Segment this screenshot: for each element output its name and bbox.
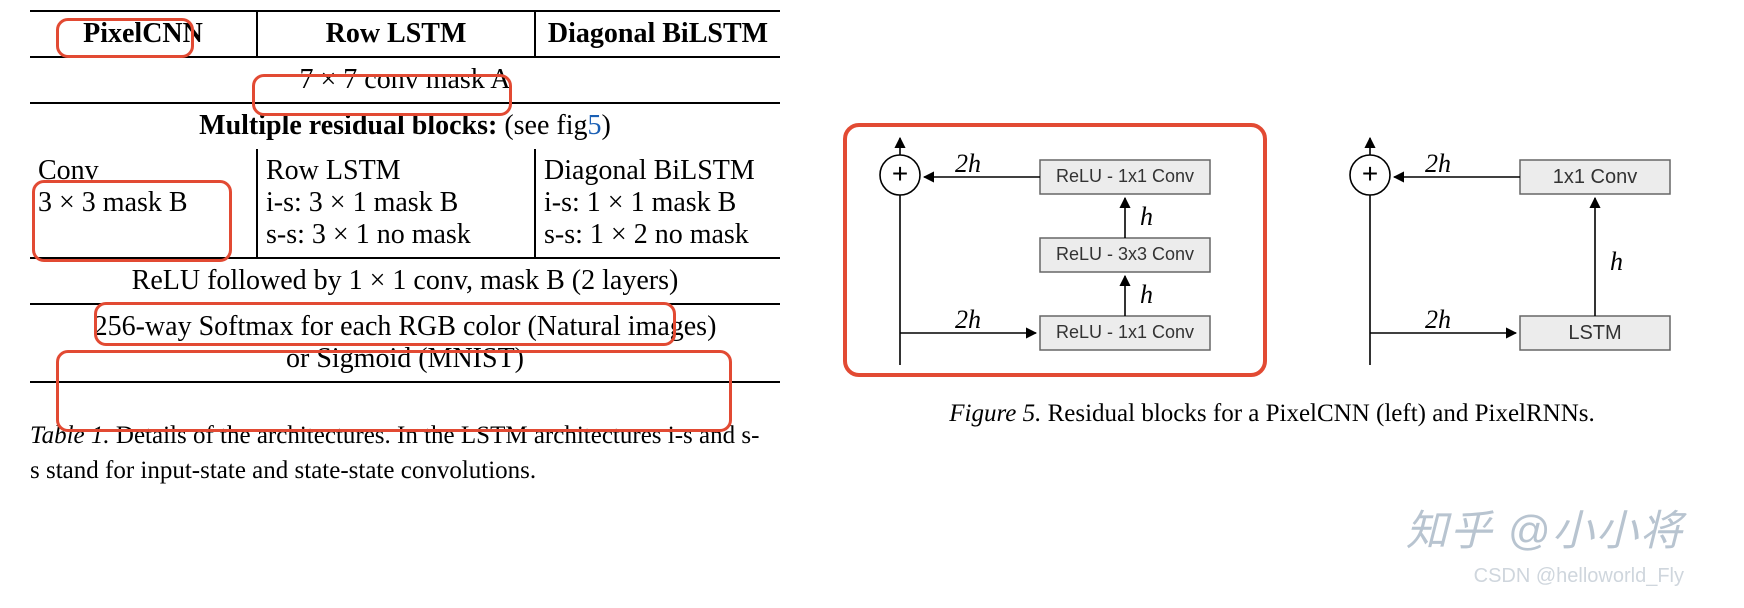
block-b-line3: s-s: 3 × 1 no mask — [266, 219, 526, 251]
table-row-blocks: Conv 3 × 3 mask B Row LSTM i-s: 3 × 1 ma… — [30, 149, 780, 257]
page: PixelCNN Row LSTM Diagonal BiLSTM 7 × 7 … — [0, 0, 1744, 608]
figcap-label: Figure 5. — [949, 400, 1041, 427]
add-symbol: + — [892, 158, 908, 189]
hr — [30, 381, 780, 383]
softmax-line1: 256-way Softmax for each RGB color (Natu… — [94, 311, 717, 343]
box-lstm-label: LSTM — [1568, 322, 1621, 344]
figure-svg: + ReLU - 1x1 Conv ReLU - 3x3 Conv ReLU -… — [840, 120, 1720, 380]
block-rowlstm: Row LSTM i-s: 3 × 1 mask B s-s: 3 × 1 no… — [256, 149, 534, 257]
label-2h-top-right: 2h — [1425, 149, 1451, 178]
table-caption: Table 1. Details of the architectures. I… — [30, 419, 760, 488]
caption-text: Details of the architectures. In the LST… — [30, 422, 759, 484]
block-c-line3: s-s: 1 × 2 no mask — [544, 219, 772, 251]
header-diagbilstm: Diagonal BiLSTM — [534, 12, 780, 56]
block-a-line1: Conv — [38, 155, 248, 187]
block-c-line1: Diagonal BiLSTM — [544, 155, 772, 187]
right-diagram: + 1x1 Conv LSTM 2h 2h h — [1350, 138, 1670, 365]
mrb-ref: (see fig — [504, 110, 587, 142]
mrb-cell: Multiple residual blocks: (see fig 5 ) — [30, 104, 780, 148]
label-2h-bot-right: 2h — [1425, 305, 1451, 334]
table-header-row: PixelCNN Row LSTM Diagonal BiLSTM — [30, 12, 780, 56]
mrb-end: ) — [602, 110, 611, 142]
block-pixelcnn: Conv 3 × 3 mask B — [30, 149, 256, 257]
box-relu-1x1-bot-label: ReLU - 1x1 Conv — [1056, 322, 1194, 342]
table-row-softmax: 256-way Softmax for each RGB color (Natu… — [30, 305, 780, 381]
architecture-table: PixelCNN Row LSTM Diagonal BiLSTM 7 × 7 … — [30, 10, 780, 383]
label-2h-bot-left: 2h — [955, 305, 981, 334]
label-h1-left: h — [1140, 202, 1153, 231]
watermark-zhihu: 知乎 @小小将 — [1406, 497, 1684, 558]
figure-caption: Figure 5. Residual blocks for a PixelCNN… — [800, 400, 1744, 428]
left-column: PixelCNN Row LSTM Diagonal BiLSTM 7 × 7 … — [0, 0, 780, 488]
table-row-mrb: Multiple residual blocks: (see fig 5 ) — [30, 104, 780, 148]
block-b-line2: i-s: 3 × 1 mask B — [266, 187, 526, 219]
box-relu-3x3-label: ReLU - 3x3 Conv — [1056, 244, 1194, 264]
header-rowlstm: Row LSTM — [256, 12, 534, 56]
figure-diagrams: + ReLU - 1x1 Conv ReLU - 3x3 Conv ReLU -… — [840, 120, 1720, 380]
block-diagbilstm: Diagonal BiLSTM i-s: 1 × 1 mask B s-s: 1… — [534, 149, 780, 257]
add-symbol: + — [1362, 158, 1378, 189]
label-h2-left: h — [1140, 280, 1153, 309]
table-row-relu: ReLU followed by 1 × 1 conv, mask B (2 l… — [30, 259, 780, 303]
relu-cell: ReLU followed by 1 × 1 conv, mask B (2 l… — [30, 259, 780, 303]
table-row-firstconv: 7 × 7 conv mask A — [30, 58, 780, 102]
header-pixelcnn: PixelCNN — [30, 12, 256, 56]
right-column: + ReLU - 1x1 Conv ReLU - 3x3 Conv ReLU -… — [800, 0, 1744, 428]
box-1x1conv-label: 1x1 Conv — [1553, 166, 1638, 188]
block-b-line1: Row LSTM — [266, 155, 526, 187]
caption-label: Table 1. — [30, 422, 110, 449]
softmax-line2: or Sigmoid (MNIST) — [286, 343, 524, 375]
block-a-line2: 3 × 3 mask B — [38, 187, 248, 219]
label-2h-top-left: 2h — [955, 149, 981, 178]
watermark-csdn: CSDN @helloworld_Fly — [1474, 565, 1684, 588]
box-relu-1x1-top-label: ReLU - 1x1 Conv — [1056, 166, 1194, 186]
first-conv-cell: 7 × 7 conv mask A — [30, 58, 780, 102]
softmax-cell: 256-way Softmax for each RGB color (Natu… — [30, 305, 780, 381]
block-c-line2: i-s: 1 × 1 mask B — [544, 187, 772, 219]
label-h-right: h — [1610, 247, 1623, 276]
mrb-label: Multiple residual blocks: — [199, 110, 497, 142]
fig5-link[interactable]: 5 — [588, 110, 602, 142]
figcap-text: Residual blocks for a PixelCNN (left) an… — [1041, 400, 1594, 427]
